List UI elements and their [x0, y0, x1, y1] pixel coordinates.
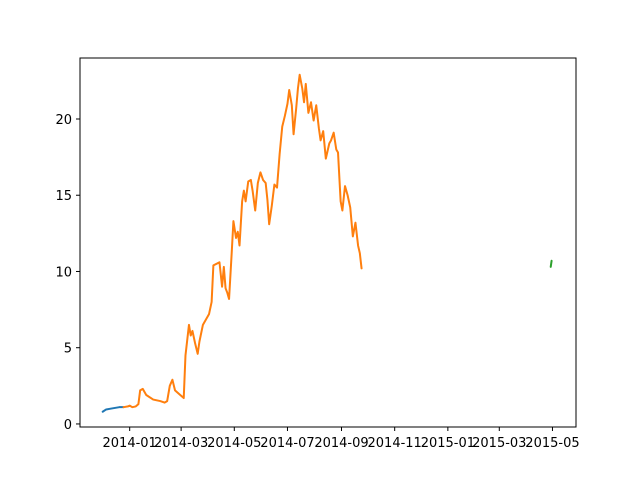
x-tick-label: 2015-03 — [472, 436, 526, 451]
y-tick-label: 10 — [55, 265, 72, 280]
plot-area — [101, 73, 553, 413]
series-line-2 — [122, 73, 363, 409]
x-tick-label: 2014-07 — [260, 436, 314, 451]
x-tick-label: 2014-11 — [368, 436, 422, 451]
x-tick-label: 2015-05 — [525, 436, 579, 451]
y-tick-label: 5 — [64, 342, 72, 357]
series-line-1 — [101, 406, 125, 413]
axes-frame — [79, 57, 577, 428]
x-tick-label: 2014-01 — [103, 436, 157, 451]
series-line-3 — [549, 259, 553, 268]
x-tick-label: 2015-01 — [421, 436, 475, 451]
y-tick-label: 20 — [55, 113, 72, 128]
y-tick-label: 15 — [55, 189, 72, 204]
x-tick-label: 2014-03 — [154, 436, 208, 451]
y-tick-label: 0 — [64, 418, 72, 433]
y-axis: 0 5 10 15 20 — [55, 113, 80, 433]
x-tick-label: 2014-05 — [207, 436, 261, 451]
x-tick-label: 2014-09 — [314, 436, 368, 451]
